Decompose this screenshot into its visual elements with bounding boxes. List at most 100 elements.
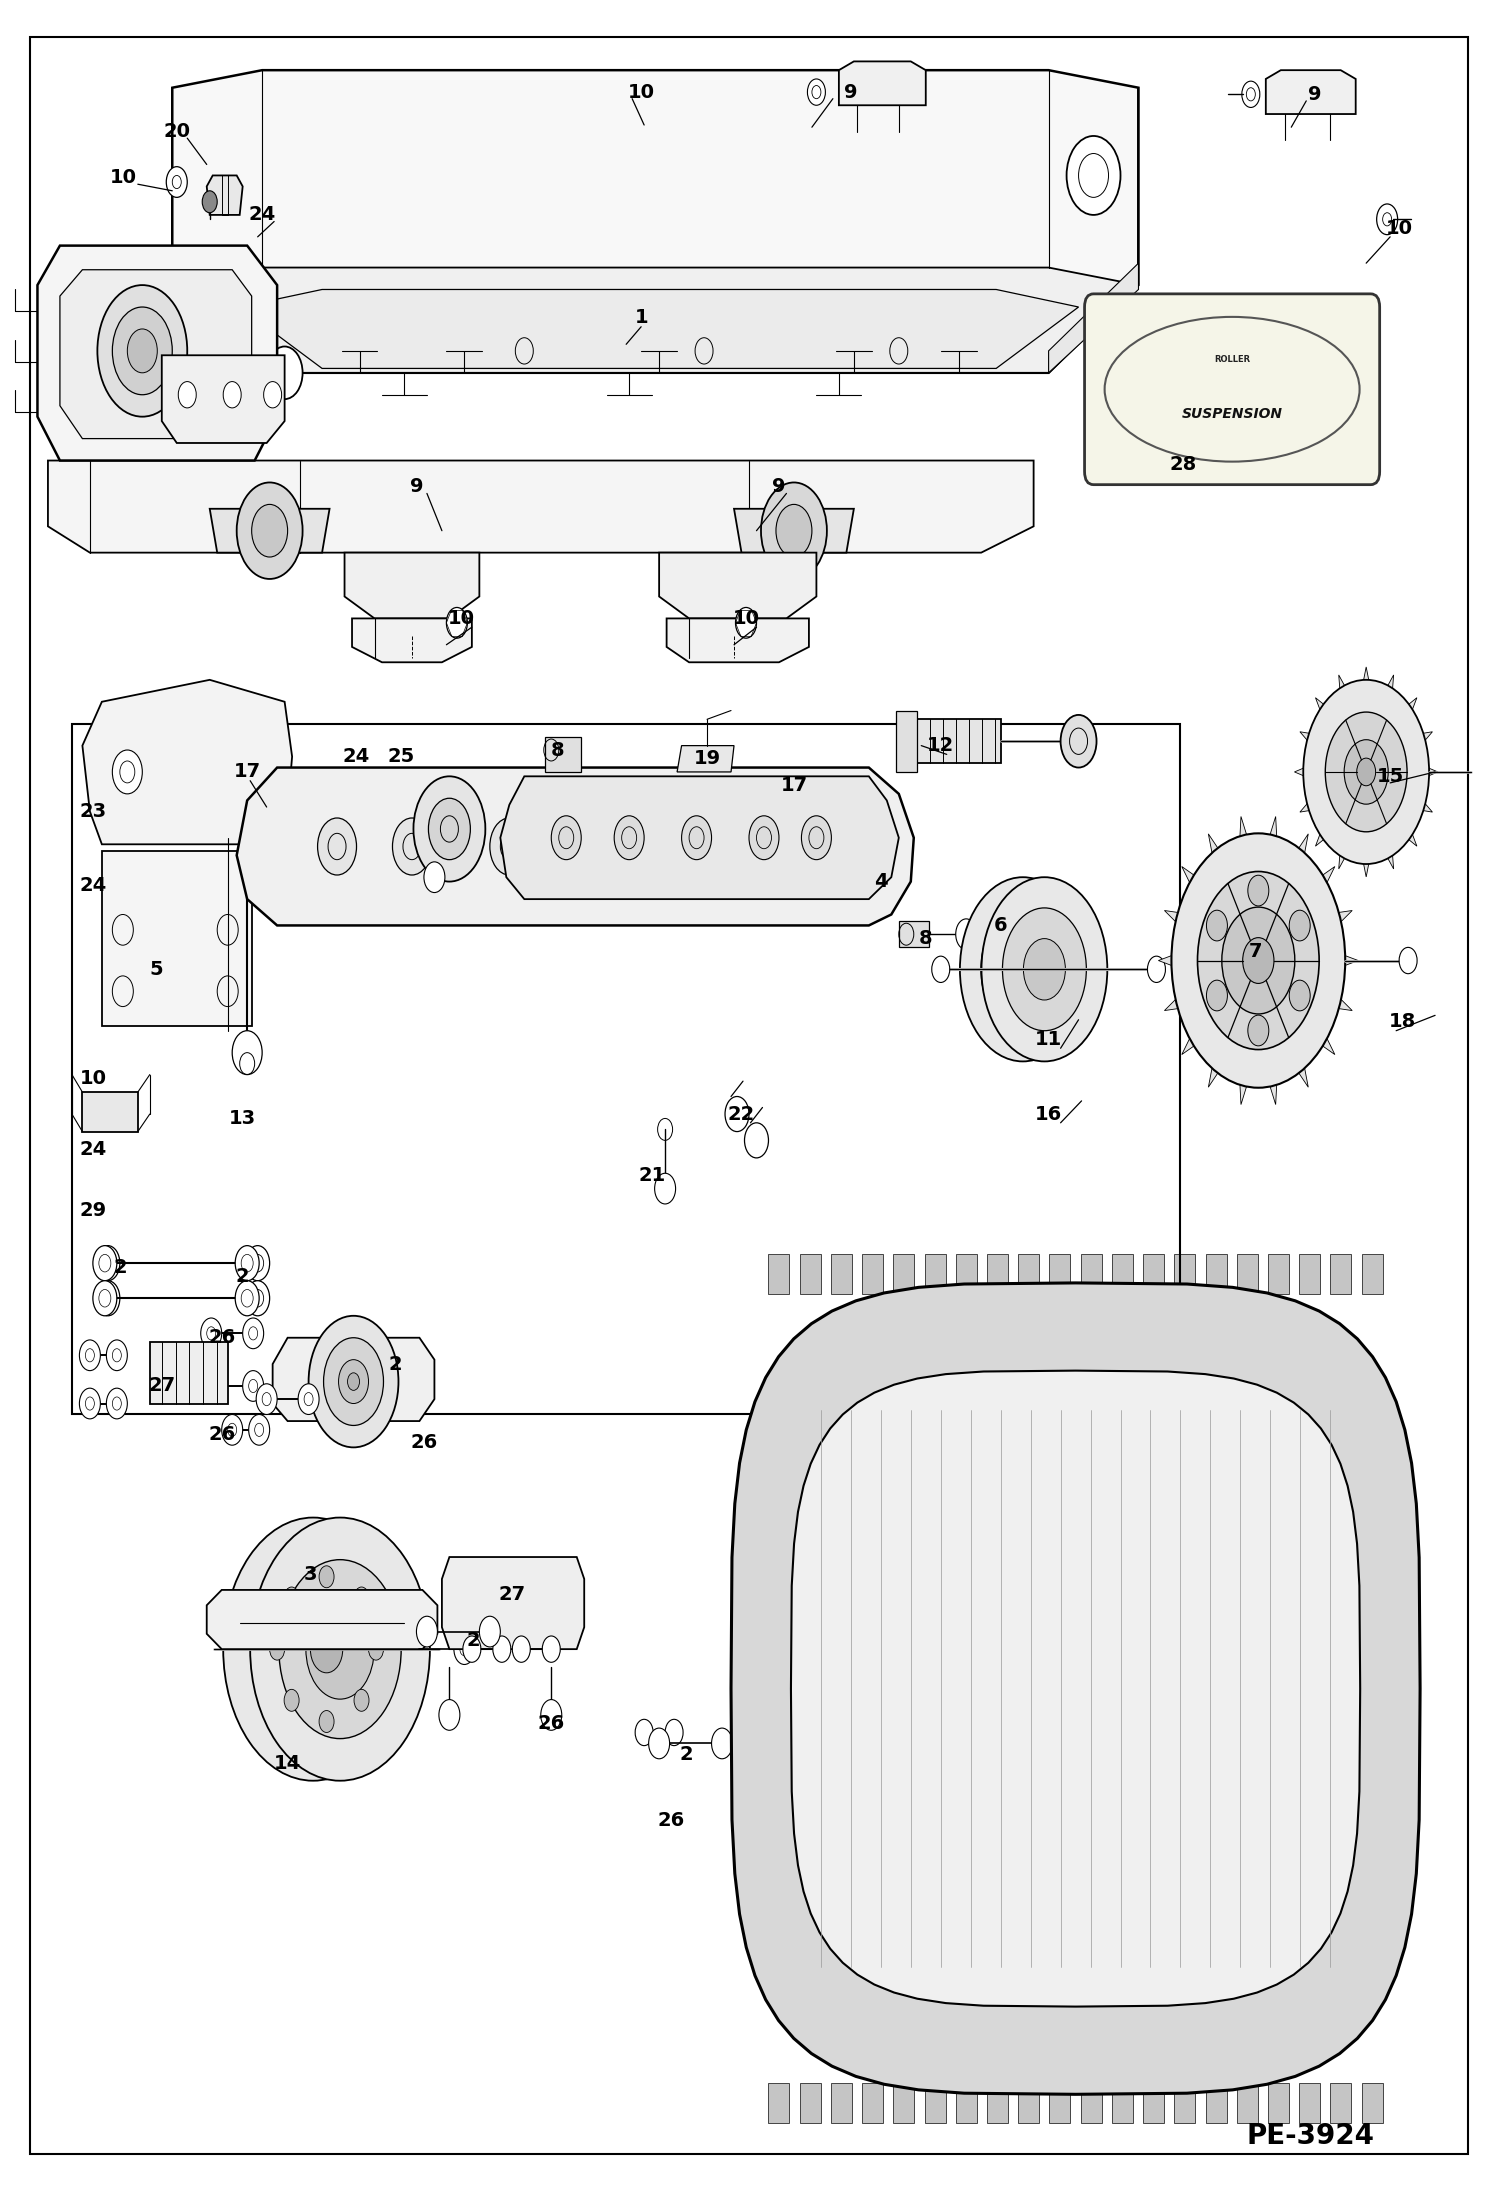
Bar — [1330, 2083, 1351, 2123]
Text: PE-3924: PE-3924 — [1246, 2123, 1375, 2149]
Polygon shape — [842, 1985, 869, 2029]
Circle shape — [1248, 1015, 1269, 1046]
Text: 10: 10 — [1386, 219, 1413, 237]
Polygon shape — [1215, 1985, 1242, 2029]
Text: 26: 26 — [410, 1434, 437, 1452]
Circle shape — [249, 1414, 270, 1445]
Circle shape — [493, 1636, 511, 1662]
Text: 16: 16 — [1035, 1105, 1062, 1123]
Polygon shape — [1300, 732, 1320, 750]
Circle shape — [252, 1559, 374, 1739]
Text: 23: 23 — [79, 803, 106, 820]
Bar — [222, 175, 228, 215]
Polygon shape — [1079, 1349, 1106, 1393]
Bar — [1080, 2083, 1101, 2123]
Polygon shape — [82, 1092, 138, 1132]
Polygon shape — [1011, 1349, 1038, 1393]
Circle shape — [310, 1625, 343, 1673]
Bar — [545, 737, 581, 772]
Text: 22: 22 — [728, 1105, 755, 1123]
Polygon shape — [1419, 763, 1438, 781]
Circle shape — [745, 1123, 768, 1158]
Text: ROLLER: ROLLER — [1213, 355, 1251, 364]
Text: 26: 26 — [538, 1715, 565, 1732]
Circle shape — [93, 1246, 117, 1281]
Circle shape — [1290, 980, 1311, 1011]
Bar — [831, 2083, 852, 2123]
Polygon shape — [1290, 833, 1308, 871]
Bar — [102, 851, 252, 1026]
Polygon shape — [1011, 1985, 1038, 2029]
Polygon shape — [500, 776, 899, 899]
Bar — [800, 1254, 821, 1294]
Circle shape — [655, 1173, 676, 1204]
Text: 1: 1 — [634, 309, 649, 327]
Circle shape — [339, 1360, 369, 1404]
Polygon shape — [909, 1349, 936, 1393]
Polygon shape — [1339, 675, 1351, 704]
Polygon shape — [172, 70, 1138, 373]
Circle shape — [1147, 956, 1165, 982]
Polygon shape — [1315, 820, 1333, 846]
Circle shape — [416, 1616, 437, 1647]
Polygon shape — [659, 553, 816, 618]
Text: 2: 2 — [112, 1259, 127, 1276]
Text: 7: 7 — [1248, 943, 1263, 961]
Bar — [72, 724, 1180, 1414]
Polygon shape — [150, 1342, 228, 1404]
Circle shape — [635, 1719, 653, 1746]
Circle shape — [246, 1246, 270, 1281]
Circle shape — [428, 798, 470, 860]
Bar — [987, 1254, 1008, 1294]
Text: 24: 24 — [249, 206, 276, 224]
Polygon shape — [1164, 910, 1191, 932]
Circle shape — [267, 346, 303, 399]
Text: 21: 21 — [638, 1167, 665, 1184]
Circle shape — [1002, 939, 1044, 1000]
Circle shape — [243, 1318, 264, 1349]
Text: 10: 10 — [733, 610, 759, 627]
Circle shape — [542, 1636, 560, 1662]
Bar — [911, 719, 1001, 763]
Polygon shape — [1399, 820, 1417, 846]
Polygon shape — [240, 289, 1079, 368]
Bar — [1330, 1254, 1351, 1294]
Circle shape — [446, 607, 467, 638]
Polygon shape — [1311, 866, 1335, 897]
Text: 2: 2 — [466, 1632, 481, 1649]
Text: 10: 10 — [448, 610, 475, 627]
Polygon shape — [1294, 763, 1314, 781]
Circle shape — [235, 1246, 259, 1281]
Bar — [987, 2083, 1008, 2123]
Circle shape — [490, 818, 529, 875]
Circle shape — [306, 1599, 374, 1700]
Circle shape — [127, 329, 157, 373]
Text: 13: 13 — [229, 1110, 256, 1127]
Bar — [768, 1254, 789, 1294]
Circle shape — [736, 607, 756, 638]
Circle shape — [1206, 910, 1227, 941]
Text: 15: 15 — [1377, 768, 1404, 785]
Bar — [893, 1254, 914, 1294]
Text: 8: 8 — [918, 930, 933, 947]
Bar — [863, 2083, 884, 2123]
Polygon shape — [1326, 910, 1353, 932]
Text: 10: 10 — [628, 83, 655, 101]
Text: 2: 2 — [235, 1268, 250, 1285]
Bar — [924, 1254, 945, 1294]
Polygon shape — [1413, 732, 1432, 750]
Polygon shape — [1360, 667, 1372, 695]
Circle shape — [202, 191, 217, 213]
Polygon shape — [1413, 794, 1432, 811]
Text: 25: 25 — [388, 748, 415, 765]
Polygon shape — [977, 1349, 1004, 1393]
Polygon shape — [1113, 1349, 1140, 1393]
Polygon shape — [1317, 1349, 1344, 1393]
Circle shape — [1197, 871, 1320, 1050]
Text: 17: 17 — [234, 763, 261, 781]
Text: SUSPENSION: SUSPENSION — [1182, 408, 1282, 421]
Text: 4: 4 — [873, 873, 888, 890]
Circle shape — [454, 1634, 475, 1664]
Polygon shape — [1315, 697, 1333, 724]
Circle shape — [580, 818, 619, 875]
